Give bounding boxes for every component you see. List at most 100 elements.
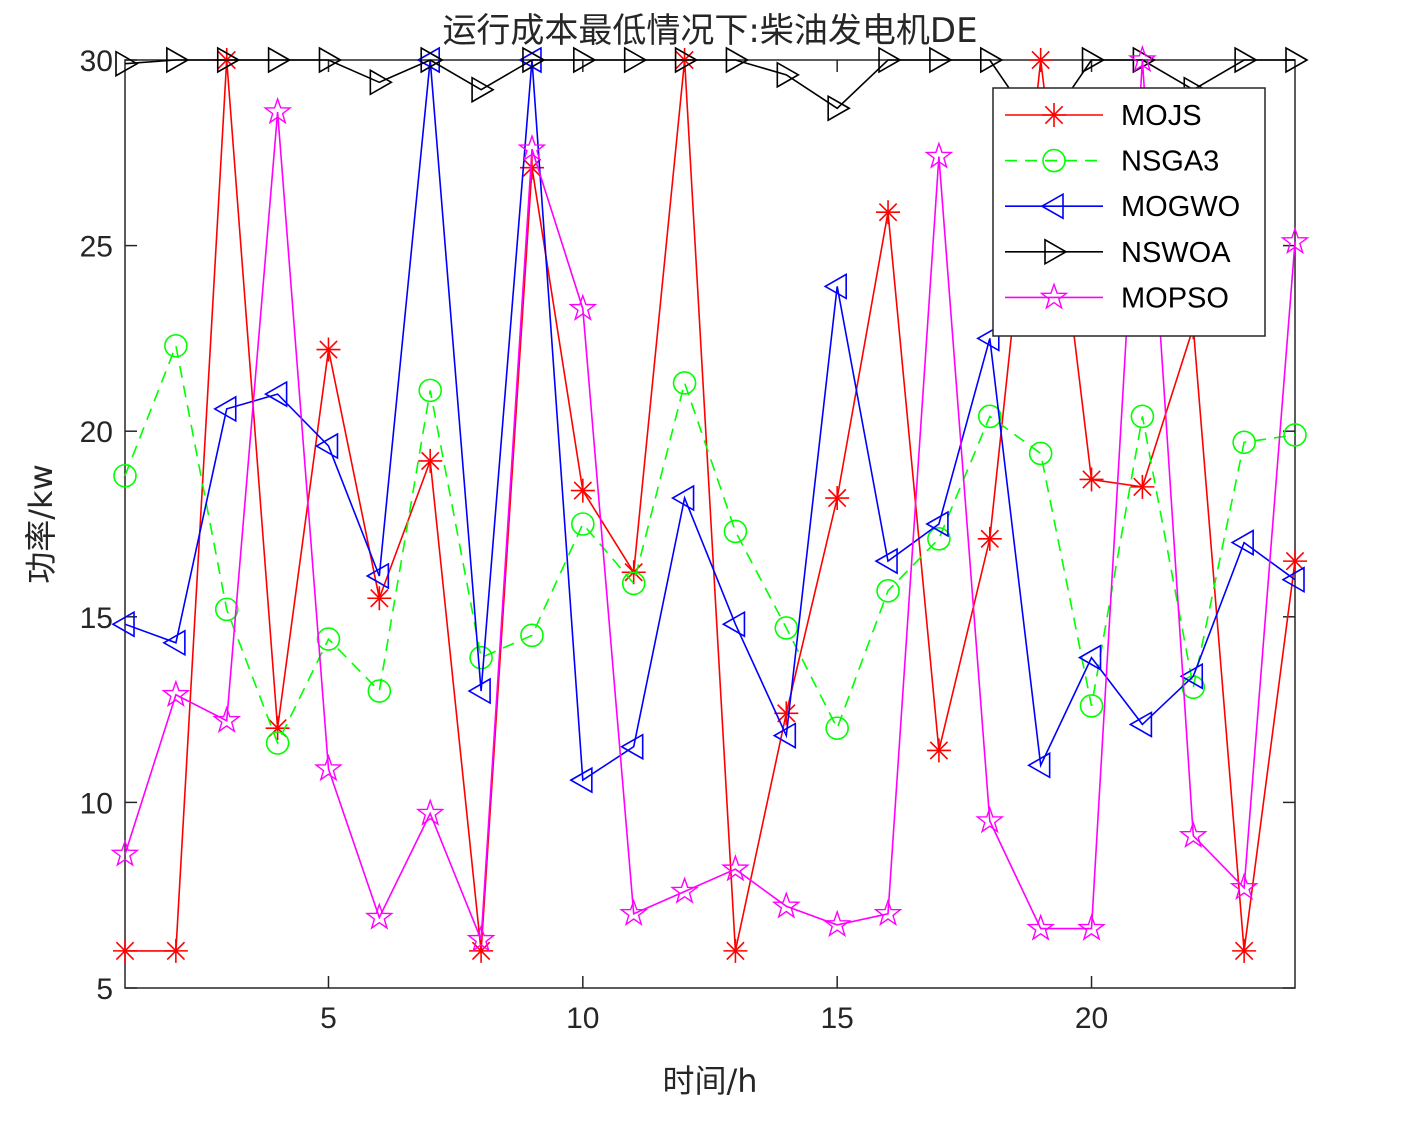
- data-point-mopso: [466, 924, 496, 953]
- data-point-mojs: [876, 200, 901, 225]
- legend-marker-nswoa: [1044, 238, 1068, 266]
- data-point-nswoa: [115, 50, 139, 78]
- series-line-mopso: [124, 59, 1296, 940]
- data-point-mopso: [517, 133, 547, 162]
- y-tick-label: 5: [96, 973, 113, 1006]
- data-point-mopso: [263, 96, 293, 125]
- data-point-nsga3: [418, 378, 443, 403]
- x-axis-label: 时间/h: [662, 1062, 757, 1100]
- data-point-mojs: [1079, 467, 1104, 492]
- data-point-nsga3: [723, 519, 748, 544]
- data-point-nsga3: [367, 679, 392, 703]
- legend-marker-mopso: [1039, 282, 1069, 310]
- y-tick-label: 10: [80, 787, 113, 820]
- data-point-mopso: [568, 293, 598, 321]
- data-point-mopso: [415, 798, 445, 826]
- data-point-nsga3: [977, 404, 1002, 429]
- data-point-nsga3: [214, 597, 239, 622]
- series-nswoa: [115, 46, 1309, 148]
- x-tick-label: 15: [820, 1002, 853, 1035]
- data-point-nswoa: [318, 46, 343, 74]
- data-point-nswoa: [979, 46, 1004, 74]
- legend-label-mogwo: MOGWO: [1121, 191, 1240, 223]
- data-point-mogwo: [1077, 644, 1102, 672]
- data-point-nswoa: [1081, 46, 1106, 74]
- series-mogwo: [111, 46, 1305, 794]
- data-point-mogwo: [1230, 529, 1254, 556]
- y-tick-label: 20: [80, 416, 113, 449]
- data-point-nswoa: [878, 46, 902, 74]
- x-tick-label: 20: [1075, 1002, 1108, 1035]
- data-point-nswoa: [1234, 46, 1258, 74]
- data-point-nswoa: [623, 46, 648, 74]
- data-point-mopso: [314, 753, 343, 782]
- legend-marker-mogwo: [1040, 192, 1064, 220]
- data-point-mojs: [926, 738, 951, 763]
- data-point-mojs: [774, 701, 799, 726]
- data-point-nswoa: [471, 76, 495, 104]
- data-point-nsga3: [113, 463, 137, 488]
- data-point-mogwo: [467, 677, 491, 705]
- data-point-nswoa: [674, 46, 699, 74]
- data-point-nswoa: [267, 46, 292, 74]
- data-point-mojs: [113, 938, 137, 963]
- data-point-mopso: [1127, 44, 1157, 73]
- data-point-mogwo: [162, 629, 186, 657]
- data-point-nsga3: [469, 645, 493, 670]
- data-point-nswoa: [216, 46, 241, 74]
- data-point-mopso: [161, 679, 191, 708]
- data-point-mogwo: [1128, 711, 1153, 738]
- data-point-mopso: [1026, 913, 1056, 941]
- series-line-mojs: [125, 59, 1296, 952]
- data-point-mogwo: [213, 395, 237, 423]
- data-point-mogwo: [823, 273, 847, 300]
- data-point-mopso: [924, 141, 954, 169]
- data-point-mojs: [570, 478, 595, 503]
- data-point-nswoa: [420, 46, 444, 74]
- data-point-mopso: [873, 898, 903, 927]
- x-tick-label: 5: [320, 1002, 337, 1035]
- data-point-nswoa: [369, 68, 393, 96]
- y-tick-label: 30: [80, 45, 113, 78]
- data-point-mopso: [110, 839, 140, 867]
- data-point-mopso: [619, 898, 649, 927]
- data-point-mogwo: [569, 766, 593, 794]
- data-point-mojs: [1028, 48, 1053, 72]
- data-point-nsga3: [774, 616, 799, 640]
- data-point-mogwo: [670, 484, 695, 512]
- data-point-nsga3: [1130, 404, 1155, 429]
- data-point-nsga3: [265, 731, 290, 755]
- data-point-mojs: [1283, 549, 1307, 574]
- data-point-mogwo: [925, 510, 949, 538]
- legend-label-nsga3: NSGA3: [1121, 146, 1219, 178]
- data-point-nsga3: [621, 571, 646, 596]
- data-point-mogwo: [1027, 751, 1051, 779]
- data-point-mogwo: [111, 610, 135, 638]
- data-point-mogwo: [365, 562, 390, 590]
- legend-marker-nsga3: [1042, 148, 1066, 173]
- legend: MOJS NSGA3 MOGWO NSWOA MOPSO: [992, 87, 1266, 337]
- data-point-nswoa: [573, 46, 597, 74]
- chart-title: 运行成本最低情况下:柴油发电机DE: [442, 11, 977, 51]
- y-axis-label: 功率/kw: [22, 464, 60, 584]
- data-point-nswoa: [1285, 46, 1309, 74]
- data-point-mogwo: [1179, 662, 1204, 690]
- data-point-mojs: [723, 938, 748, 963]
- data-point-mopso: [1229, 872, 1259, 901]
- data-point-mojs: [825, 486, 850, 511]
- data-point-mogwo: [263, 380, 288, 408]
- data-point-nswoa: [522, 46, 546, 74]
- data-point-mopso: [1077, 913, 1106, 941]
- data-point-mojs: [367, 586, 392, 611]
- data-point-nsga3: [316, 627, 341, 651]
- data-point-mogwo: [314, 432, 339, 460]
- data-point-mojs: [1130, 474, 1155, 499]
- data-point-mojs: [418, 448, 443, 473]
- data-point-nswoa: [776, 61, 800, 89]
- legend-marker-mojs: [1042, 103, 1066, 127]
- data-point-nswoa: [166, 46, 190, 74]
- data-point-nswoa: [929, 46, 953, 74]
- data-point-mopso: [364, 902, 394, 930]
- data-point-nsga3: [1283, 423, 1307, 447]
